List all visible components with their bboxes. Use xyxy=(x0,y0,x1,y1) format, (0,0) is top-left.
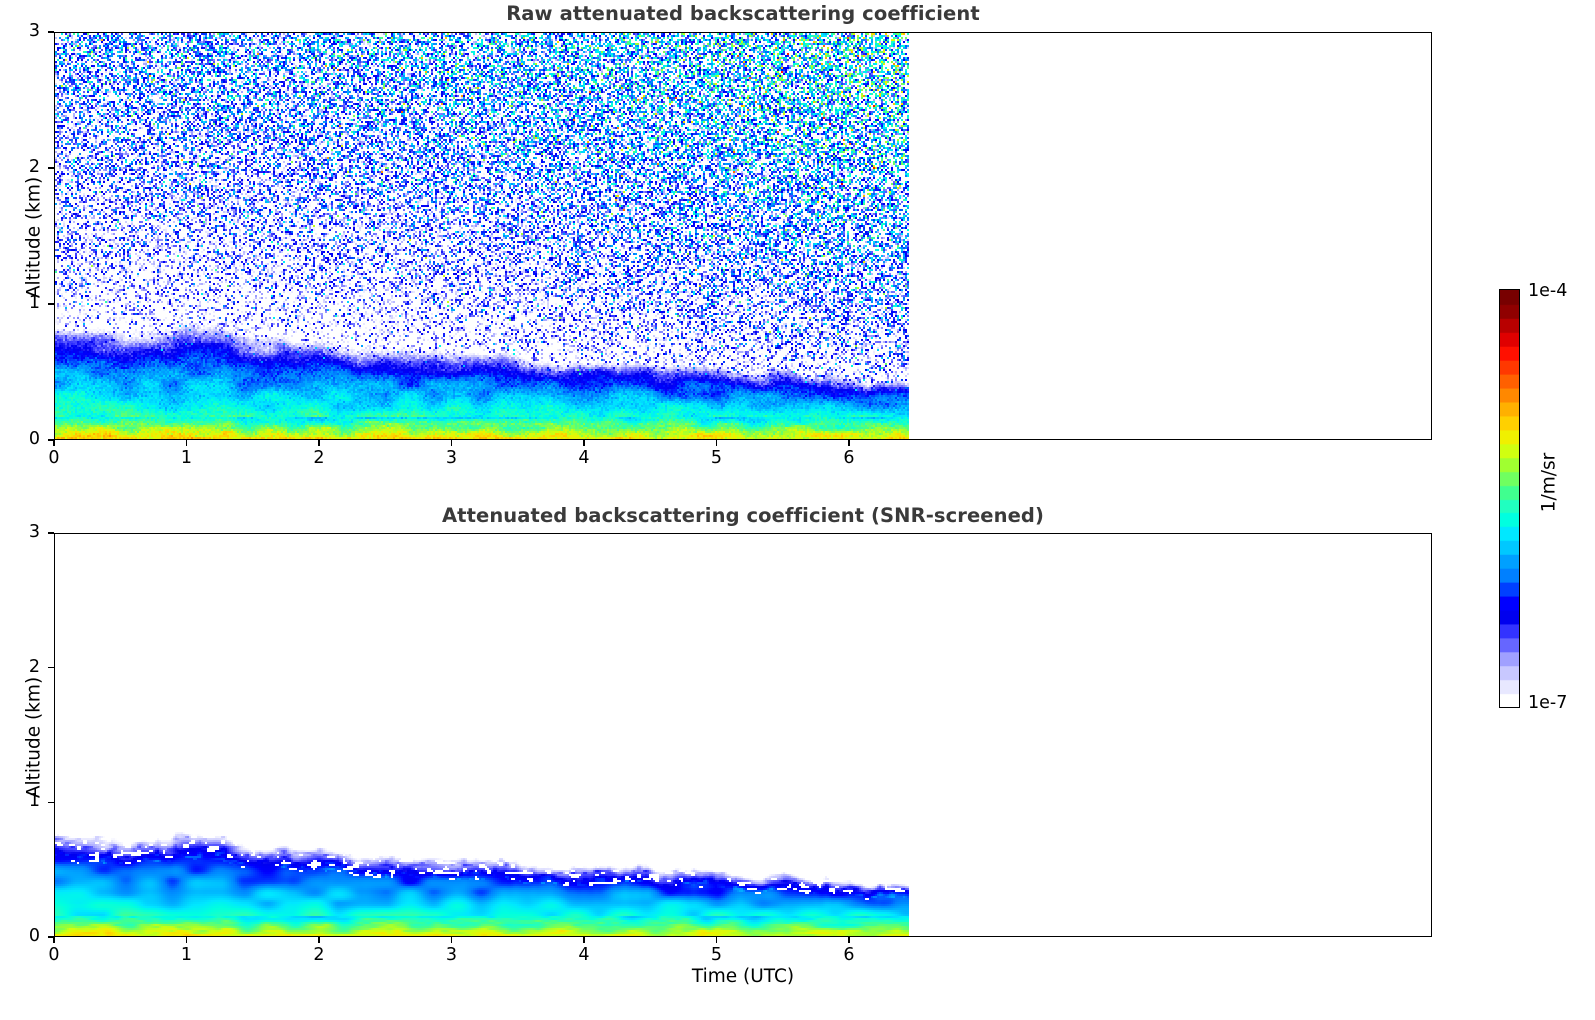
colorbar-min-label: 1e-7 xyxy=(1528,693,1568,713)
x-tick-raw-3 xyxy=(450,440,453,446)
y-tick-label-raw-3: 3 xyxy=(28,21,40,41)
x-tick-raw-6 xyxy=(848,440,850,446)
colorbar-max-label: 1e-4 xyxy=(1528,281,1568,301)
x-tick-label-raw-4: 4 xyxy=(578,448,590,468)
panel-title-raw: Raw attenuated backscattering coefficien… xyxy=(506,2,980,25)
panel-title-screened: Attenuated backscattering coefficient (S… xyxy=(441,504,1045,527)
y-tick-label-raw-0: 0 xyxy=(28,429,40,449)
colorbar xyxy=(1499,289,1520,708)
x-tick-label-screened-1: 1 xyxy=(180,945,193,965)
y-tick-raw-3 xyxy=(48,31,54,33)
x-tick-label-screened-4: 4 xyxy=(578,945,590,965)
x-tick-screened-3 xyxy=(450,937,453,943)
x-tick-screened-4 xyxy=(583,937,585,943)
x-tick-raw-1 xyxy=(185,440,188,446)
y-tick-raw-0 xyxy=(48,439,54,441)
y-tick-screened-0 xyxy=(48,936,54,938)
plot-area-screened xyxy=(54,533,1432,937)
heatmap-raw xyxy=(55,33,1431,439)
x-tick-raw-0 xyxy=(53,440,55,446)
y-tick-raw-2 xyxy=(48,167,54,169)
y-tick-label-screened-0: 0 xyxy=(28,926,40,946)
x-tick-raw-5 xyxy=(715,440,718,446)
colorbar-unit-label: 1/m/sr xyxy=(1538,452,1560,513)
plot-area-raw xyxy=(54,32,1432,440)
y-tick-label-raw-1: 1 xyxy=(28,293,40,313)
y-tick-label-screened-1: 1 xyxy=(28,791,40,812)
y-tick-label-screened-3: 3 xyxy=(28,522,40,542)
x-axis-label: Time (UTC) xyxy=(691,966,795,987)
x-tick-screened-5 xyxy=(715,937,718,943)
y-tick-raw-1 xyxy=(48,303,54,305)
y-tick-label-raw-2: 2 xyxy=(28,157,40,177)
x-tick-raw-4 xyxy=(583,440,585,446)
y-tick-label-screened-2: 2 xyxy=(28,656,40,677)
x-tick-label-raw-0: 0 xyxy=(48,448,60,468)
x-tick-screened-0 xyxy=(53,937,55,943)
x-tick-label-raw-1: 1 xyxy=(180,448,193,468)
x-tick-screened-2 xyxy=(318,937,320,943)
y-tick-screened-2 xyxy=(48,666,54,669)
x-tick-label-screened-6: 6 xyxy=(843,945,855,965)
x-tick-label-screened-2: 2 xyxy=(313,945,325,965)
x-tick-label-raw-6: 6 xyxy=(843,448,855,468)
x-tick-label-raw-5: 5 xyxy=(710,448,723,468)
y-tick-screened-1 xyxy=(48,801,54,804)
x-tick-label-raw-3: 3 xyxy=(445,448,458,468)
x-tick-label-screened-3: 3 xyxy=(445,945,458,965)
colorbar-gradient xyxy=(1500,290,1519,707)
x-tick-label-raw-2: 2 xyxy=(313,448,325,468)
x-tick-screened-6 xyxy=(848,937,850,943)
x-tick-raw-2 xyxy=(318,440,320,446)
heatmap-screened xyxy=(55,534,1431,936)
x-tick-screened-1 xyxy=(185,937,188,943)
y-tick-screened-3 xyxy=(48,532,54,534)
x-tick-label-screened-0: 0 xyxy=(48,945,60,965)
x-tick-label-screened-5: 5 xyxy=(710,945,723,965)
